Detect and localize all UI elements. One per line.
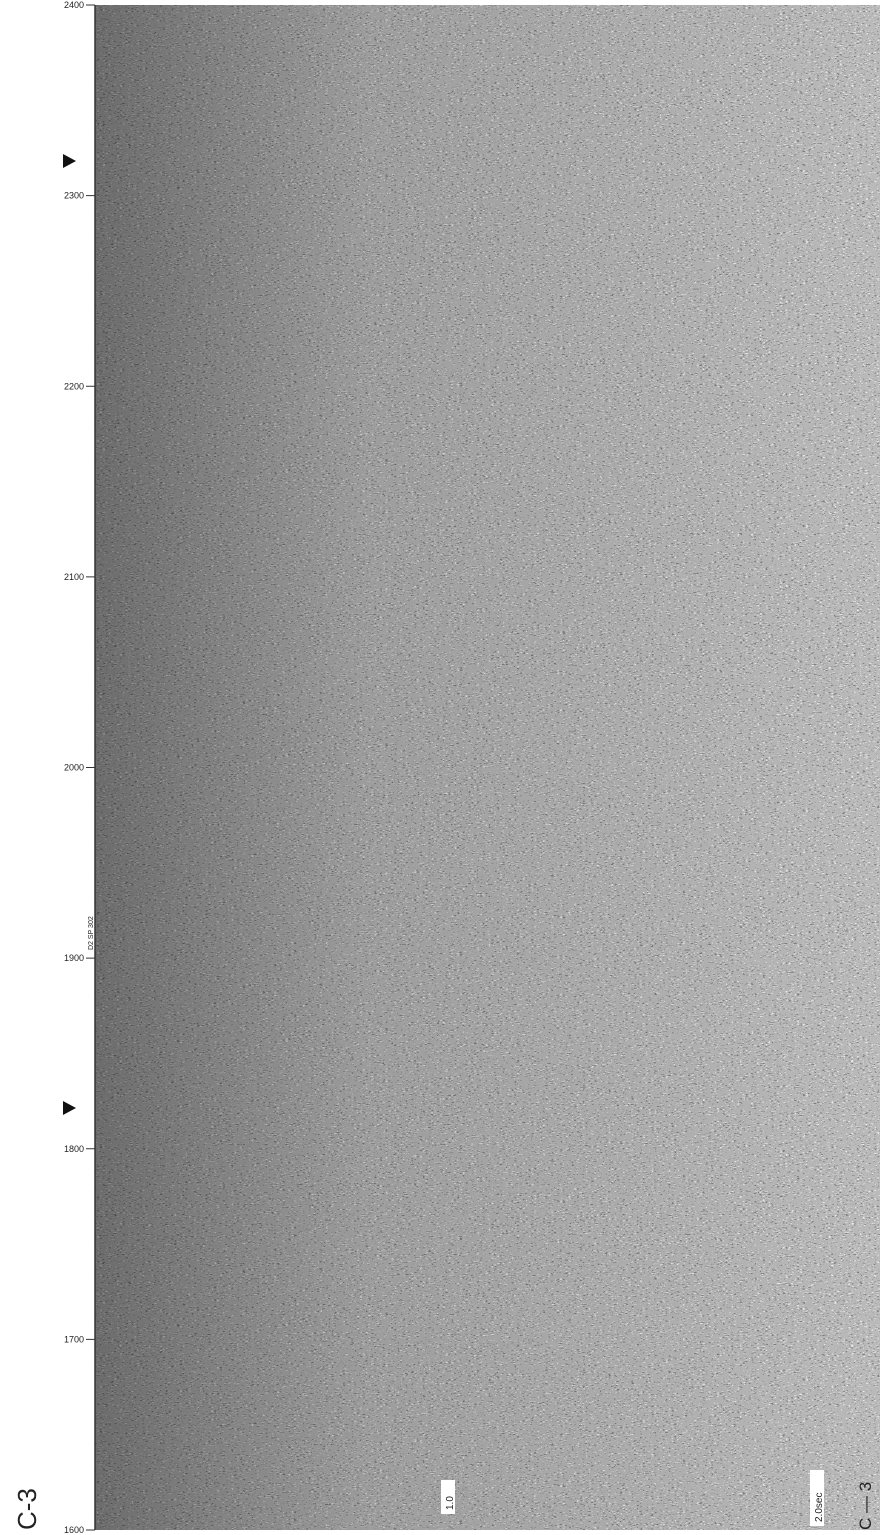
tick-label: 2400 — [64, 0, 84, 10]
tick-label: 1800 — [64, 1144, 84, 1154]
marker-triangle — [63, 154, 76, 168]
seismic-shading — [95, 5, 880, 1530]
tick-label: 1700 — [64, 1334, 84, 1344]
tick-label: 2200 — [64, 381, 84, 391]
tick-label: 1900 — [64, 953, 84, 963]
seismic-section: C-3 C — 3 1.0 2.0sec D2 SP 302 2400 2300 2… — [0, 0, 882, 1535]
line-label: C — 3 — [856, 1482, 875, 1530]
line-label: C-3 — [12, 1488, 42, 1530]
marker-triangle — [63, 1101, 76, 1115]
tick-label: 2100 — [64, 572, 84, 582]
tick-label: 2300 — [64, 191, 84, 201]
time-label: 2.0sec — [814, 1493, 825, 1522]
tick-label: 2000 — [64, 763, 84, 773]
tick-label: 1600 — [64, 1525, 84, 1535]
page: C-3 C — 3 1.0 2.0sec D2 SP 302 2400 2300 2… — [0, 0, 882, 1535]
time-label: 1.0 — [445, 1496, 456, 1510]
shotpoint-note: D2 SP 302 — [88, 916, 95, 950]
